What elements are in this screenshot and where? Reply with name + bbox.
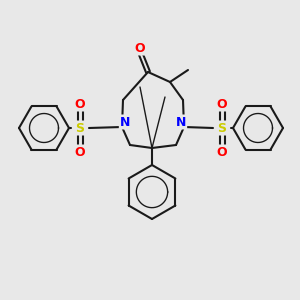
Text: O: O [217,146,227,158]
Text: O: O [75,98,85,110]
Text: O: O [75,146,85,158]
Text: S: S [218,122,226,134]
Text: O: O [217,98,227,110]
Text: O: O [135,41,145,55]
Text: N: N [176,116,186,128]
Text: N: N [120,116,130,128]
Text: S: S [76,122,85,134]
